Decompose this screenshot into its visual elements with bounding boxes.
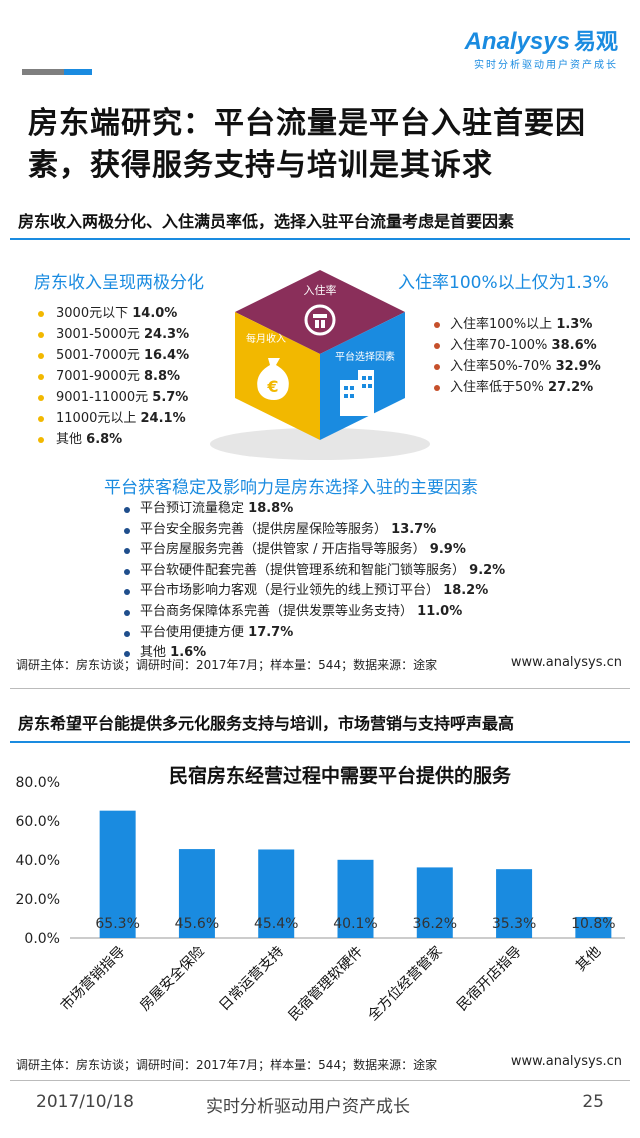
logo-brand-cn: 易观 — [573, 30, 618, 55]
money-bag-icon: € — [257, 358, 289, 400]
list-item: 3001-5000元 24.3% — [36, 324, 189, 345]
cube-diagram: 入住率 每月收入 € 平台选择因素 — [210, 270, 430, 460]
header-bar-gray — [22, 69, 92, 75]
services-bar-chart: 民宿房东经营过程中需要平台提供的服务 0.0% 20.0% 40.0% 60.0% 80… — [16, 764, 625, 1024]
x-tick-label: 市场营销指导 — [57, 943, 128, 1014]
section2-underline — [10, 741, 630, 743]
bar-3 — [258, 849, 295, 938]
page-number: 25 — [582, 1092, 604, 1112]
cube-right-label: 平台选择因素 — [335, 350, 395, 363]
bar-5 — [416, 867, 453, 938]
logo-slogan: 实时分析驱动用户资产成长 — [474, 60, 618, 71]
income-heading: 房东收入呈现两极分化 — [34, 273, 204, 293]
bar-value-label: 40.1% — [333, 916, 377, 932]
bar-6 — [496, 869, 533, 938]
list-item: 平台房屋服务完善（提供管家 / 开店指导等服务） 9.9% — [124, 540, 505, 561]
source-note-1: 调研主体：房东访谈；调研时间：2017年7月；样本量：544；数据来源：途家 — [16, 658, 438, 672]
y-tick-label: 80.0% — [16, 775, 60, 791]
source-url-1: www.analysys.cn — [510, 655, 622, 670]
svg-text:€: € — [266, 377, 278, 396]
section1-underline — [10, 238, 630, 240]
bar-1 — [99, 810, 136, 938]
bar-4 — [337, 859, 374, 938]
bar-7 — [575, 916, 612, 938]
list-item: 平台商务保障体系完善（提供发票等业务支持） 11.0% — [124, 602, 505, 623]
income-list: 3000元以下 14.0% 3001-5000元 24.3% 5001-7000… — [36, 303, 189, 450]
list-item: 入住率50%-70% 32.9% — [432, 356, 601, 377]
footer: 2017/10/18 实时分析驱动用户资产成长 25 — [0, 1092, 640, 1122]
bar-value-label: 45.6% — [175, 916, 219, 932]
source-url-2: www.analysys.cn — [510, 1054, 622, 1069]
occupancy-list: 入住率100%以上 1.3% 入住率70-100% 38.6% 入住率50%-7… — [432, 314, 601, 398]
footer-divider — [10, 1080, 630, 1081]
list-item: 11000元以上 24.1% — [36, 408, 189, 429]
list-item: 平台预订流量稳定 18.8% — [124, 499, 505, 520]
cube-shadow — [210, 428, 430, 460]
bar-value-label: 45.4% — [254, 916, 298, 932]
footer-date: 2017/10/18 — [36, 1092, 134, 1112]
bar-value-label: 36.2% — [413, 916, 457, 932]
list-item: 平台安全服务完善（提供房屋保险等服务） 13.7% — [124, 520, 505, 541]
y-tick-label: 40.0% — [16, 853, 60, 869]
list-item: 3000元以下 14.0% — [36, 303, 189, 324]
cube-top-label: 入住率 — [304, 283, 337, 297]
list-item: 7001-9000元 8.8% — [36, 366, 189, 387]
building-icon — [340, 370, 374, 416]
list-item: 5001-7000元 16.4% — [36, 345, 189, 366]
key-icon — [304, 304, 336, 336]
y-tick-label: 0.0% — [24, 931, 60, 947]
x-tick-label: 其他 — [573, 944, 604, 975]
list-item: 平台软硬件配套完善（提供管理系统和智能门锁等服务） 9.2% — [124, 561, 505, 582]
list-item: 入住率70-100% 38.6% — [432, 335, 601, 356]
source-note-2: 调研主体：房东访谈；调研时间：2017年7月；样本量：544；数据来源：途家 — [16, 1058, 438, 1072]
y-tick-label: 60.0% — [16, 814, 60, 830]
logo-brand: Analysys — [464, 28, 570, 55]
x-tick-label: 全方位经营管家 — [364, 943, 445, 1024]
list-item: 入住率100%以上 1.3% — [432, 314, 601, 335]
factor-heading: 平台获客稳定及影响力是房东选择入驻的主要因素 — [104, 478, 478, 498]
page-title: 房东端研究：平台流量是平台入驻首要因素，获得服务支持与培训是其诉求 — [28, 106, 586, 183]
bar-value-label: 35.3% — [492, 916, 536, 932]
x-tick-label: 房屋安全保险 — [136, 943, 207, 1014]
section1-title: 房东收入两极分化、入住满员率低，选择入驻平台流量考虑是首要因素 — [18, 212, 515, 231]
list-item: 9001-11000元 5.7% — [36, 387, 189, 408]
x-tick-label: 民宿开店指导 — [453, 943, 524, 1014]
bar-value-label: 10.8% — [571, 916, 615, 932]
list-item: 其他 6.8% — [36, 429, 189, 450]
header-bar-blue — [64, 69, 92, 75]
cube-left-label: 每月收入 — [246, 332, 286, 345]
bar-2 — [178, 849, 215, 938]
footer-slogan: 实时分析驱动用户资产成长 — [206, 1097, 410, 1117]
bar-value-label: 65.3% — [95, 916, 139, 932]
section2-title: 房东希望平台能提供多元化服务支持与培训，市场营销与支持呼声最高 — [18, 714, 515, 733]
list-item: 平台市场影响力客观（是行业领先的线上预订平台） 18.2% — [124, 581, 505, 602]
list-item: 入住率低于50% 27.2% — [432, 377, 601, 398]
analysys-logo: Analysys 易观 实时分析驱动用户资产成长 — [465, 24, 618, 71]
x-tick-label: 日常运营支持 — [216, 944, 287, 1015]
y-tick-label: 20.0% — [16, 892, 60, 908]
list-item: 平台使用便捷方便 17.7% — [124, 623, 505, 644]
chart-title: 民宿房东经营过程中需要平台提供的服务 — [169, 764, 512, 787]
x-tick-label: 民宿管理软硬件 — [285, 943, 366, 1024]
list-item: 其他 1.6% — [124, 643, 505, 664]
occupancy-heading: 入住率100%以上仅为1.3% — [398, 273, 609, 293]
factor-list: 平台预订流量稳定 18.8% 平台安全服务完善（提供房屋保险等服务） 13.7%… — [124, 499, 505, 664]
section-divider — [10, 688, 630, 689]
